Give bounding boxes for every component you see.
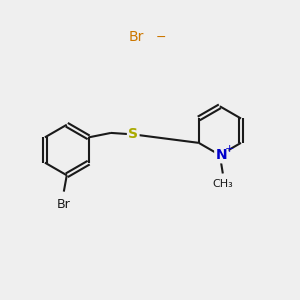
Text: +: + <box>225 143 234 154</box>
Text: −: − <box>156 31 166 44</box>
Text: N: N <box>215 148 227 162</box>
Text: Br: Br <box>129 30 144 44</box>
Text: S: S <box>128 128 138 141</box>
Text: CH₃: CH₃ <box>212 179 233 189</box>
Text: Br: Br <box>57 198 71 211</box>
